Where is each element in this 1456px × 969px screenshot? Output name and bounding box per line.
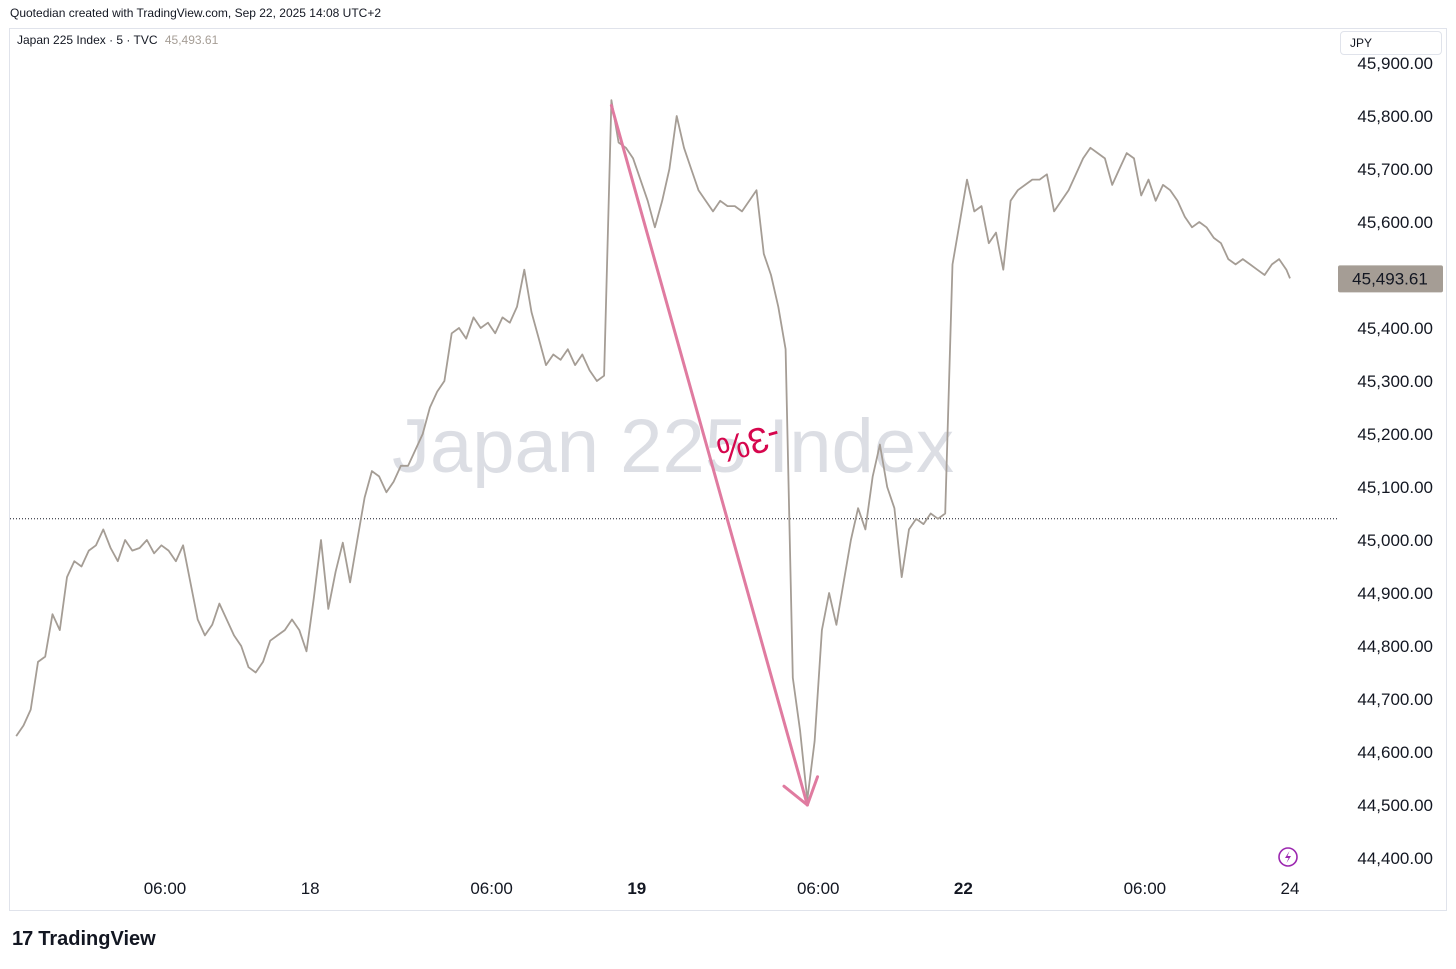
legend-last-price: 45,493.61 [164,33,219,47]
price-axis[interactable]: 45,900.0045,800.0045,700.0045,600.0045,5… [1357,54,1433,868]
arrow-head [782,784,809,807]
chart-credit: Quotedian created with TradingView.com, … [10,6,382,20]
price-axis-label: 45,900.00 [1357,54,1433,73]
symbol-legend[interactable]: Japan 225 Index · 5 · TVC 45,493.61 [17,33,218,47]
drop-arrow-annotation[interactable] [609,103,820,807]
symbol-description: Japan 225 Index · 5 · TVC [17,33,158,47]
price-axis-label: 44,800.00 [1357,637,1433,656]
time-axis-label: 06:00 [470,879,513,898]
price-axis-label: 45,300.00 [1357,372,1433,391]
price-line [15,99,1291,801]
price-axis-label: 45,100.00 [1357,478,1433,497]
tradingview-mark-icon: 17 [12,928,33,950]
chart-frame [9,28,1447,911]
time-axis-label: 06:00 [797,879,840,898]
price-axis-label: 45,000.00 [1357,531,1433,550]
time-axis-label: 06:00 [144,879,187,898]
price-axis-label: 44,600.00 [1357,743,1433,762]
price-axis-label: 44,700.00 [1357,690,1433,709]
price-axis-label: 44,900.00 [1357,584,1433,603]
lightning-icon[interactable] [1278,847,1298,867]
time-axis[interactable]: 06:00 18 06:00 19 06:00 22 06:00 24 [144,879,1300,898]
time-axis-label: 24 [1281,879,1300,898]
price-axis-label: 45,600.00 [1357,213,1433,232]
time-axis-label: 22 [954,879,973,898]
price-axis-label: 45,700.00 [1357,160,1433,179]
symbol-watermark: Japan 225 Index [392,404,954,489]
last-price-tag: 45,493.61 [1338,265,1443,293]
arrow-shaft [609,103,809,807]
tradingview-logo[interactable]: 17 TradingView [12,928,156,951]
price-axis-label: 45,800.00 [1357,107,1433,126]
tradingview-wordmark: TradingView [38,928,156,950]
last-price-value: 45,493.61 [1352,269,1428,288]
currency-button[interactable]: JPY [1340,31,1442,55]
price-axis-label: 44,500.00 [1357,796,1433,815]
time-axis-label: 06:00 [1124,879,1167,898]
arrow-head [805,775,820,807]
price-axis-label: 44,400.00 [1357,849,1433,868]
price-axis-label: 45,200.00 [1357,425,1433,444]
time-axis-label: 19 [627,879,646,898]
price-axis-label: 45,400.00 [1357,319,1433,338]
time-axis-label: 18 [301,879,320,898]
